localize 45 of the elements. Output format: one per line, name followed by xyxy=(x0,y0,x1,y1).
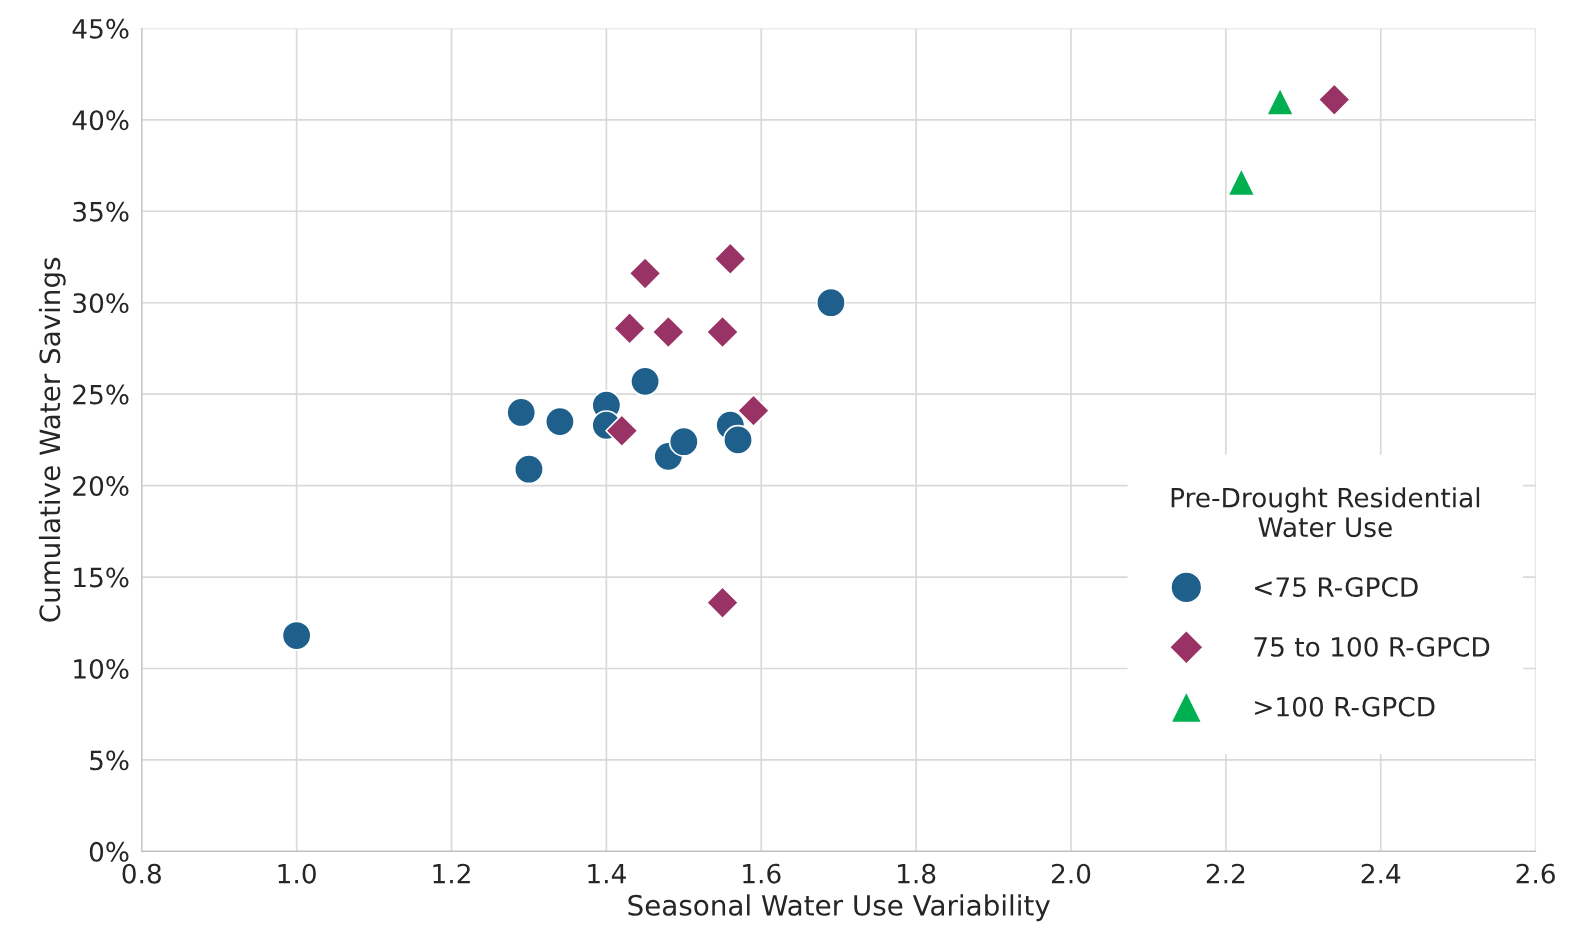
y-axis-title: Cumulative Water Savings xyxy=(38,257,66,622)
x-tick-label: 2.2 xyxy=(1206,863,1245,884)
x-tick-label: 1.0 xyxy=(278,863,316,884)
point xyxy=(651,315,685,349)
point xyxy=(815,287,847,318)
x-tick-label: 2.6 xyxy=(1516,863,1555,884)
point xyxy=(628,256,662,291)
point xyxy=(281,620,312,651)
x-tick-label: 1.8 xyxy=(898,863,936,884)
point xyxy=(1226,167,1256,197)
point xyxy=(1317,83,1351,117)
x-tick-label: 2.0 xyxy=(1051,863,1091,884)
point xyxy=(1265,87,1295,116)
legend-label: 75 to 100 R-GPCD xyxy=(1254,636,1490,657)
y-tick-label: 10% xyxy=(74,658,129,679)
x-tick-label: 0.8 xyxy=(122,863,161,884)
point xyxy=(544,406,575,437)
legend-title: Pre-Drought Residential Water Use xyxy=(1171,487,1480,538)
y-tick-label: 0% xyxy=(89,841,129,862)
x-tick-label: 1.6 xyxy=(743,863,781,884)
y-tick-label: 45% xyxy=(72,18,129,39)
point xyxy=(630,366,661,397)
y-tick-label: 20% xyxy=(73,476,129,497)
legend-label: <75 R-GPCD xyxy=(1255,577,1418,597)
point xyxy=(506,397,537,428)
point xyxy=(668,426,699,457)
point xyxy=(705,585,740,620)
legend-label: >100 R-GPCD xyxy=(1255,696,1435,717)
point xyxy=(612,311,647,345)
x-tick-label: 2.4 xyxy=(1361,863,1401,884)
x-tick-label: 1.4 xyxy=(588,864,626,884)
point xyxy=(705,315,740,349)
point xyxy=(736,393,771,428)
y-tick-label: 40% xyxy=(72,110,129,131)
y-tick-label: 30% xyxy=(73,293,129,314)
point xyxy=(513,454,545,485)
y-tick-label: 15% xyxy=(74,567,129,588)
point xyxy=(713,242,747,276)
x-tick-label: 1.2 xyxy=(433,863,470,884)
point xyxy=(605,414,639,448)
y-tick-label: 25% xyxy=(73,384,129,405)
x-axis-title: Seasonal Water Use Variability xyxy=(628,894,1050,922)
point xyxy=(722,424,754,455)
y-tick-label: 35% xyxy=(73,201,129,222)
y-tick-label: 5% xyxy=(90,750,129,771)
